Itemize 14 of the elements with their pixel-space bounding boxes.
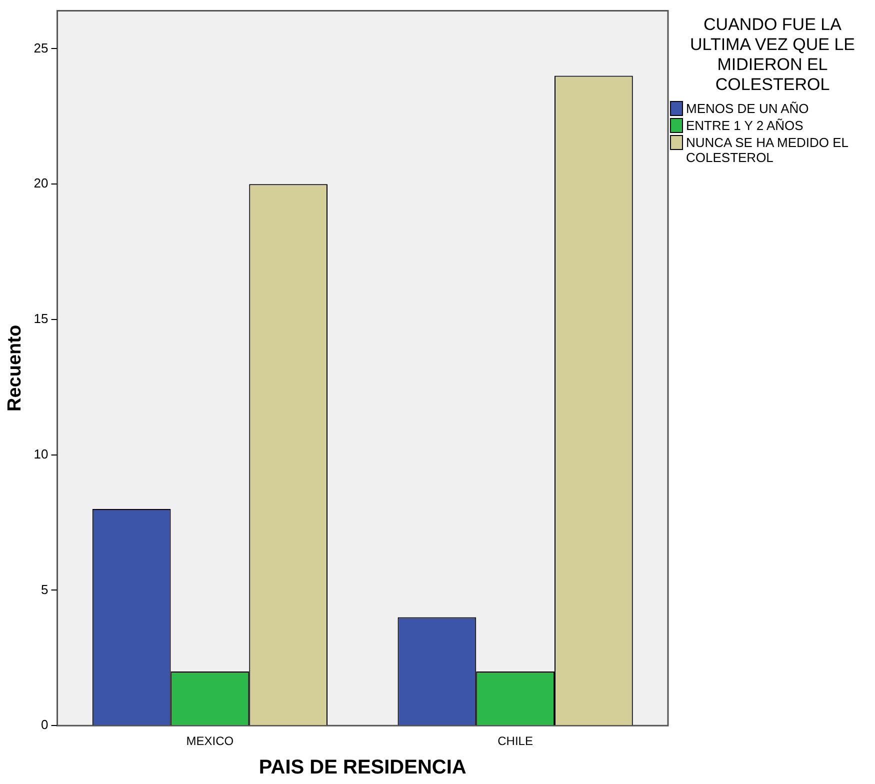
- y-tick-label: 25: [34, 40, 48, 56]
- legend-label: ENTRE 1 Y 2 AÑOS: [686, 118, 804, 133]
- y-tick-label: 0: [41, 717, 48, 732]
- x-tick-label: MEXICO: [186, 734, 234, 748]
- legend-label: MENOS DE UN AÑO: [686, 101, 809, 116]
- y-tick-label: 20: [34, 176, 48, 191]
- y-tick-label: 15: [34, 311, 48, 326]
- x-tick-label: CHILE: [498, 734, 533, 748]
- y-tick-label: 10: [34, 446, 48, 462]
- x-axis-title: PAIS DE RESIDENCIA: [258, 756, 466, 779]
- y-tick-label: 5: [41, 582, 48, 597]
- y-axis-title: Recuento: [4, 324, 26, 412]
- legend-label: NUNCA SE HA MEDIDO EL COLESTEROL: [686, 135, 850, 165]
- legend-title: CUANDO FUE LA ULTIMA VEZ QUE LE MIDIERON EL COLESTEROL: [688, 15, 856, 95]
